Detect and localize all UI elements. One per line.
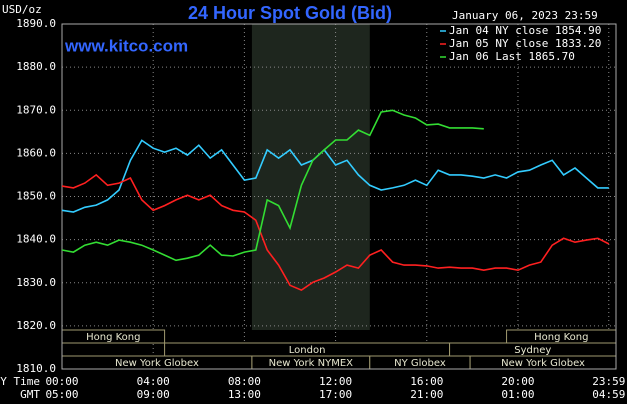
x2-tick-label: 13:00: [228, 388, 261, 401]
x-tick-label: 16:00: [410, 375, 443, 388]
x2-tick-label: 04:59: [592, 388, 625, 401]
x2-tick-label: 09:00: [137, 388, 170, 401]
session-label: Hong Kong: [534, 332, 588, 343]
y-tick-label: 1830.0: [16, 276, 56, 289]
session-label: New York Globex: [501, 358, 585, 369]
y-tick-label: 1810.0: [16, 362, 56, 375]
session-label: NY Globex: [394, 358, 446, 369]
y-tick-label: 1820.0: [16, 319, 56, 332]
x2-tick-label: 05:00: [45, 388, 78, 401]
price-line: [61, 109, 484, 262]
x-tick-label: 23:59: [592, 375, 625, 388]
timestamp: January 06, 2023 23:59: [452, 9, 598, 22]
x2-tick-label: 17:00: [319, 388, 352, 401]
plot-frame: [61, 23, 617, 370]
y-tick-label: 1850.0: [16, 190, 56, 203]
x-tick-label: 20:00: [501, 375, 534, 388]
y-tick-label: 1840.0: [16, 233, 56, 246]
x-tick-label: 12:00: [319, 375, 352, 388]
y-tick-label: 1890.0: [16, 17, 56, 30]
session-label: Hong Kong: [86, 332, 140, 343]
legend-entry: Jan 04 NY close 1854.90: [449, 24, 601, 37]
session-label: New York NYMEX: [269, 358, 354, 369]
x2-axis-label: GMT: [20, 388, 40, 401]
website: www.kitco.com: [64, 36, 188, 55]
session-label: London: [289, 345, 326, 356]
price-line: [61, 139, 609, 213]
x2-tick-label: 01:00: [501, 388, 534, 401]
y-tick-label: 1880.0: [16, 60, 56, 73]
shaded-session: [251, 24, 370, 330]
x-tick-label: 04:00: [137, 375, 170, 388]
session-label: New York Globex: [115, 358, 199, 369]
price-line: [61, 173, 610, 292]
x-tick-label: 08:00: [228, 375, 261, 388]
y-axis-label: USD/oz: [2, 3, 42, 16]
legend-entry: Jan 05 NY close 1833.20: [449, 37, 601, 50]
legend-entry: Jan 06 Last 1865.70: [449, 50, 575, 63]
y-tick-label: 1860.0: [16, 146, 56, 159]
x-axis-label: NY Time: [0, 375, 40, 388]
y-tick-label: 1870.0: [16, 103, 56, 116]
chart-title: 24 Hour Spot Gold (Bid): [188, 3, 392, 23]
session-label: Sydney: [514, 345, 551, 356]
x-tick-label: 00:00: [45, 375, 78, 388]
x2-tick-label: 21:00: [410, 388, 443, 401]
